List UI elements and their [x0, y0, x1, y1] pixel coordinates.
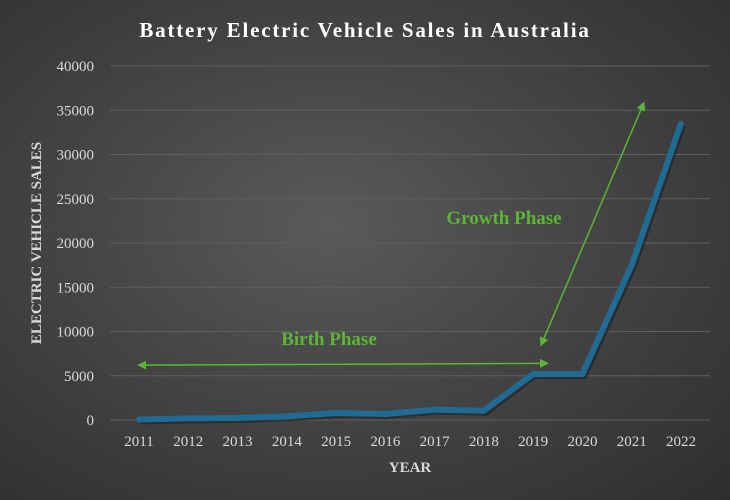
- birth-phase-arrow: [137, 358, 549, 370]
- x-tick-label: 2018: [469, 434, 499, 450]
- birth-phase-label: Birth Phase: [281, 329, 377, 350]
- data-point: [432, 407, 437, 412]
- y-tick-label: 40000: [57, 59, 95, 75]
- x-tick-label: 2016: [370, 434, 401, 450]
- x-tick-label: 2015: [321, 434, 351, 450]
- data-point: [235, 415, 240, 420]
- y-axis-label: ELECTRIC VEHICLE SALES: [29, 142, 45, 344]
- data-point: [334, 411, 339, 416]
- data-point: [137, 417, 141, 422]
- x-tick-label: 2011: [124, 434, 153, 450]
- y-tick-label: 35000: [57, 103, 95, 119]
- x-tick-label: 2020: [567, 434, 597, 450]
- y-tick-label: 20000: [57, 236, 95, 252]
- series-shadow: [140, 124, 686, 425]
- data-point: [679, 121, 683, 126]
- x-tick-label: 2019: [518, 434, 548, 450]
- growth-phase-arrow: [539, 101, 646, 347]
- y-tick-label: 5000: [64, 369, 94, 385]
- y-tick-label: 0: [87, 413, 95, 429]
- data-point: [186, 416, 191, 421]
- growth-phase-label: Growth Phase: [446, 208, 561, 229]
- y-tick-label: 25000: [57, 192, 95, 208]
- data-point: [580, 371, 585, 376]
- data-point: [629, 263, 634, 268]
- x-tick-label: 2022: [666, 434, 696, 450]
- y-tick-label: 10000: [57, 325, 95, 341]
- data-point: [531, 371, 536, 376]
- data-point: [284, 414, 289, 419]
- x-tick-label: 2012: [173, 434, 203, 450]
- x-tick-label: 2014: [272, 434, 303, 450]
- data-point: [383, 411, 388, 416]
- series-line: [136, 120, 684, 423]
- x-axis-label: YEAR: [389, 460, 432, 476]
- x-tick-label: 2017: [420, 434, 451, 450]
- data-point: [481, 408, 486, 413]
- y-tick-label: 30000: [57, 148, 95, 164]
- x-tick-label: 2021: [617, 434, 647, 450]
- y-tick-label: 15000: [57, 280, 95, 296]
- x-tick-label: 2013: [223, 434, 253, 450]
- chart-title: Battery Electric Vehicle Sales in Austra…: [139, 18, 590, 42]
